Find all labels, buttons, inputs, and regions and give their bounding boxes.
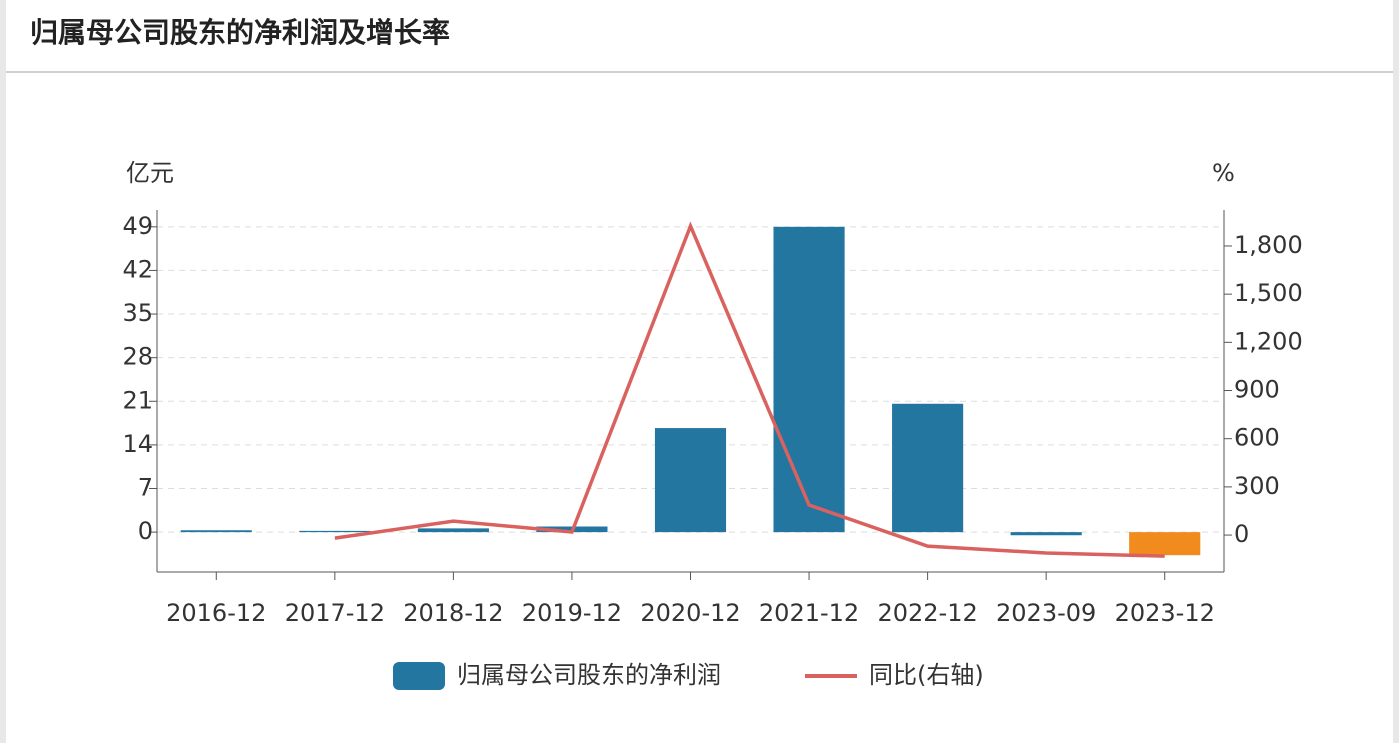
y2-tick-label: 600 bbox=[1234, 424, 1280, 452]
y2-tick-label: 1,200 bbox=[1234, 327, 1303, 355]
bar bbox=[417, 528, 489, 533]
frame bbox=[0, 0, 6, 743]
y2-tick-label: 300 bbox=[1234, 472, 1280, 500]
y-tick-label: 7 bbox=[138, 474, 153, 502]
y2-tick-label: 1,800 bbox=[1234, 231, 1303, 259]
x-tick-label: 2018-12 bbox=[403, 599, 503, 627]
frame bbox=[1393, 0, 1399, 743]
y2-tick-label: 0 bbox=[1234, 520, 1249, 548]
y-tick-label: 28 bbox=[122, 343, 153, 371]
x-tick-label: 2022-12 bbox=[877, 599, 977, 627]
legend-label: 同比(右轴) bbox=[869, 661, 984, 689]
legend-swatch bbox=[393, 662, 445, 690]
y-tick-label: 14 bbox=[122, 430, 153, 458]
x-tick-label: 2023-12 bbox=[1115, 599, 1215, 627]
x-tick-label: 2020-12 bbox=[640, 599, 740, 627]
x-tick-label: 2023-09 bbox=[996, 599, 1096, 627]
bar bbox=[892, 403, 964, 533]
y2-unit: % bbox=[1212, 159, 1235, 187]
y2-tick-label: 1,500 bbox=[1234, 279, 1303, 307]
bar bbox=[180, 530, 252, 533]
y-tick-label: 35 bbox=[122, 299, 153, 327]
y-tick-label: 21 bbox=[122, 386, 153, 414]
chart-title: 归属母公司股东的净利润及增长率 bbox=[30, 16, 450, 49]
line bbox=[334, 221, 1165, 558]
bar bbox=[299, 530, 371, 533]
legend-label: 归属母公司股东的净利润 bbox=[457, 661, 721, 689]
x-tick-label: 2021-12 bbox=[759, 599, 859, 627]
bar bbox=[654, 428, 727, 533]
x-tick-label: 2017-12 bbox=[285, 599, 385, 627]
x-tick-label: 2019-12 bbox=[522, 599, 622, 627]
bar bbox=[1010, 532, 1082, 536]
bar bbox=[773, 226, 845, 533]
bar bbox=[1129, 532, 1201, 556]
y2-tick-label: 900 bbox=[1234, 376, 1280, 404]
y-tick-label: 42 bbox=[122, 255, 153, 283]
y-tick-label: 0 bbox=[138, 517, 153, 545]
y-tick-label: 49 bbox=[122, 212, 153, 240]
x-tick-label: 2016-12 bbox=[166, 599, 266, 627]
y-unit: 亿元 bbox=[126, 159, 174, 187]
